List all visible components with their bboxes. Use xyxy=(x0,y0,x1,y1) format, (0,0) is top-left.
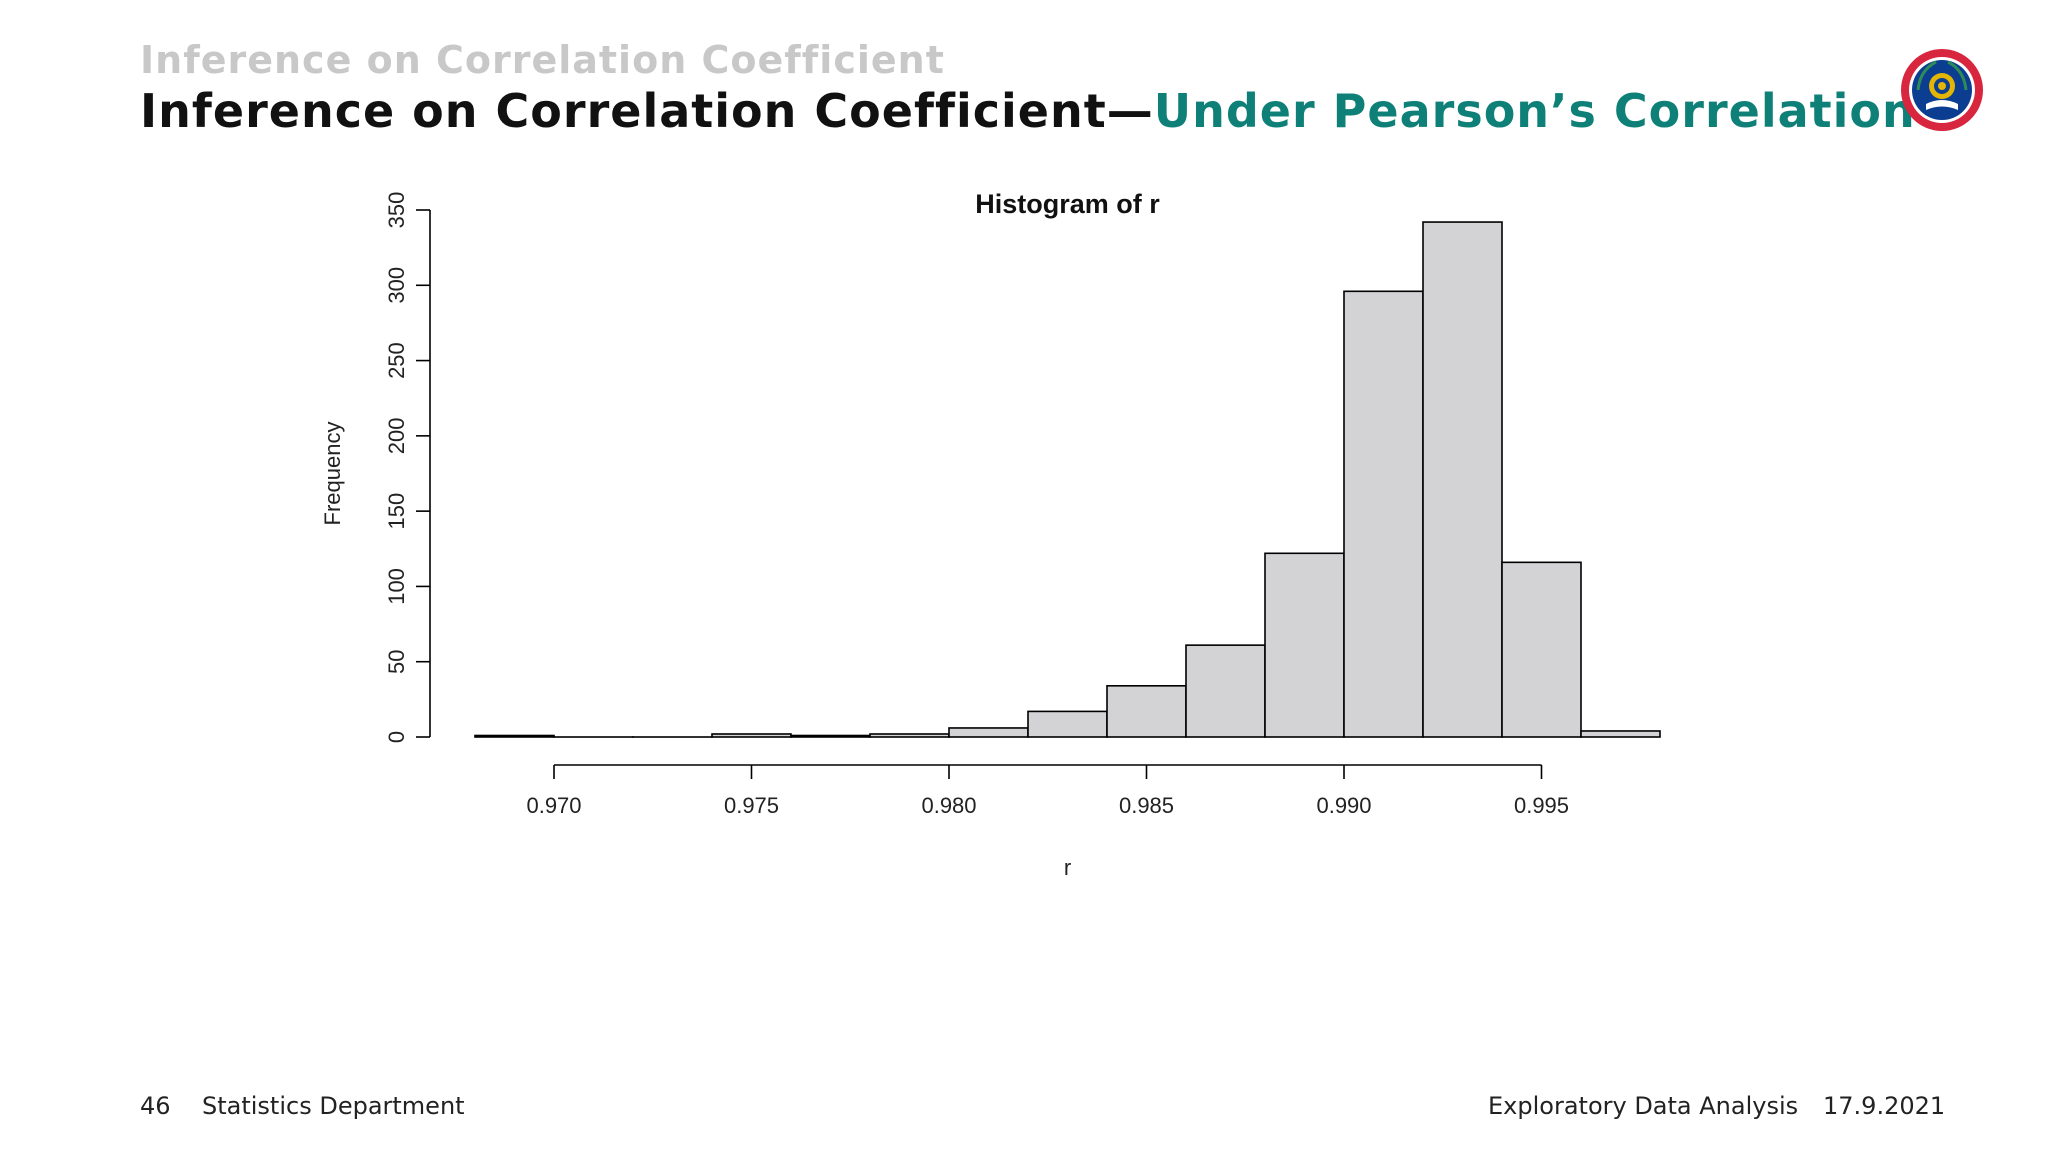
histogram-bar xyxy=(1185,644,1266,738)
y-axis-label: Frequency xyxy=(320,422,345,526)
frame-title-accent: Under Pearson’s Correlation xyxy=(1153,84,1916,138)
histogram-bar xyxy=(1106,685,1187,738)
frame-title-dash: — xyxy=(1106,84,1154,138)
histogram-chart: Histogram of r 0 50 100 150 200 250 300 350 0.9… xyxy=(320,189,1661,880)
histogram-bar xyxy=(790,734,871,738)
histogram-bar xyxy=(869,733,950,738)
y-tick-label: 200 xyxy=(384,417,409,454)
x-tick-label: 0.975 xyxy=(724,793,779,818)
x-tick-label: 0.985 xyxy=(1119,793,1174,818)
histogram-bar xyxy=(1264,552,1345,738)
x-axis: 0.970 0.975 0.980 0.985 0.990 0.995 xyxy=(526,764,1569,818)
frame-title-main: Inference on Correlation Coefficient xyxy=(140,84,1107,138)
footer-date: 17.9.2021 xyxy=(1823,1092,1946,1120)
y-tick-label: 150 xyxy=(384,493,409,530)
histogram-bar xyxy=(711,733,792,738)
histogram-bar xyxy=(1501,561,1582,738)
footer-department: Statistics Department xyxy=(202,1092,465,1120)
x-tick-label: 0.995 xyxy=(1514,793,1569,818)
histogram-bar xyxy=(1027,710,1108,738)
histogram-bar xyxy=(474,734,555,738)
university-seal-icon xyxy=(1901,49,1983,131)
y-tick-label: 350 xyxy=(384,192,409,229)
footer-course: Exploratory Data Analysis xyxy=(1488,1092,1799,1120)
y-tick-label: 100 xyxy=(384,568,409,605)
histogram-bar xyxy=(948,727,1029,738)
y-axis: 0 50 100 150 200 250 300 350 xyxy=(384,192,431,743)
histogram-bar xyxy=(1422,221,1503,738)
y-tick-label: 300 xyxy=(384,267,409,304)
x-tick-label: 0.990 xyxy=(1316,793,1371,818)
x-axis-label: r xyxy=(1064,855,1071,880)
y-tick-label: 0 xyxy=(384,731,409,743)
histogram-bar xyxy=(1343,290,1424,738)
footer-page-number: 46 xyxy=(140,1092,171,1120)
section-title: Inference on Correlation Coefficient xyxy=(140,38,945,82)
x-tick-label: 0.970 xyxy=(526,793,581,818)
frame-title: Inference on Correlation Coefficient—Und… xyxy=(140,84,1916,138)
y-tick-label: 50 xyxy=(384,649,409,673)
y-tick-label: 250 xyxy=(384,342,409,379)
histogram-bar xyxy=(1580,730,1661,738)
x-tick-label: 0.980 xyxy=(921,793,976,818)
bars-group xyxy=(474,221,1661,738)
chart-title: Histogram of r xyxy=(975,189,1160,219)
